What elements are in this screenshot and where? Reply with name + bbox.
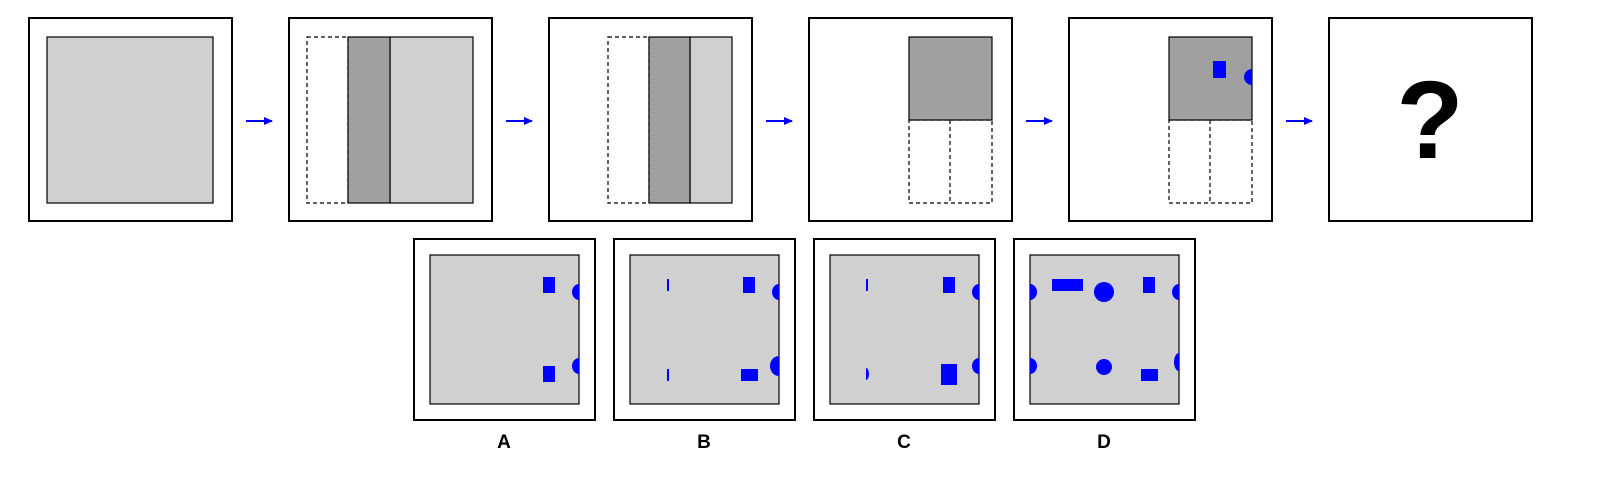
option-label: D <box>1097 432 1111 453</box>
folded-away-region <box>306 36 349 204</box>
folded-away-region <box>607 36 650 204</box>
option-a[interactable]: A <box>413 238 596 453</box>
folded-flap <box>1168 36 1253 121</box>
paper-sheet <box>389 36 474 204</box>
step-4-panel <box>808 17 1013 222</box>
folded-away-region <box>908 119 993 204</box>
paper-sheet <box>46 36 214 204</box>
half-circle-hole <box>1244 69 1252 85</box>
option-d[interactable]: D <box>1013 238 1196 453</box>
option-c[interactable]: C <box>813 238 996 453</box>
folded-flap <box>908 36 993 121</box>
option-label: C <box>897 432 911 453</box>
option-b[interactable]: B <box>613 238 796 453</box>
option-label: A <box>497 432 511 453</box>
step-2-panel <box>288 17 493 222</box>
square-hole <box>1213 61 1226 78</box>
step-3-panel <box>548 17 753 222</box>
step-1-panel <box>28 17 233 222</box>
folded-flap <box>347 36 391 204</box>
folded-away-region <box>1168 119 1253 204</box>
step-5-panel <box>1068 17 1273 222</box>
option-label: B <box>697 432 711 453</box>
paper-sheet <box>689 36 733 204</box>
folded-flap <box>648 36 691 204</box>
step-6-panel: ? <box>1328 17 1533 222</box>
question-mark: ? <box>1396 59 1463 182</box>
